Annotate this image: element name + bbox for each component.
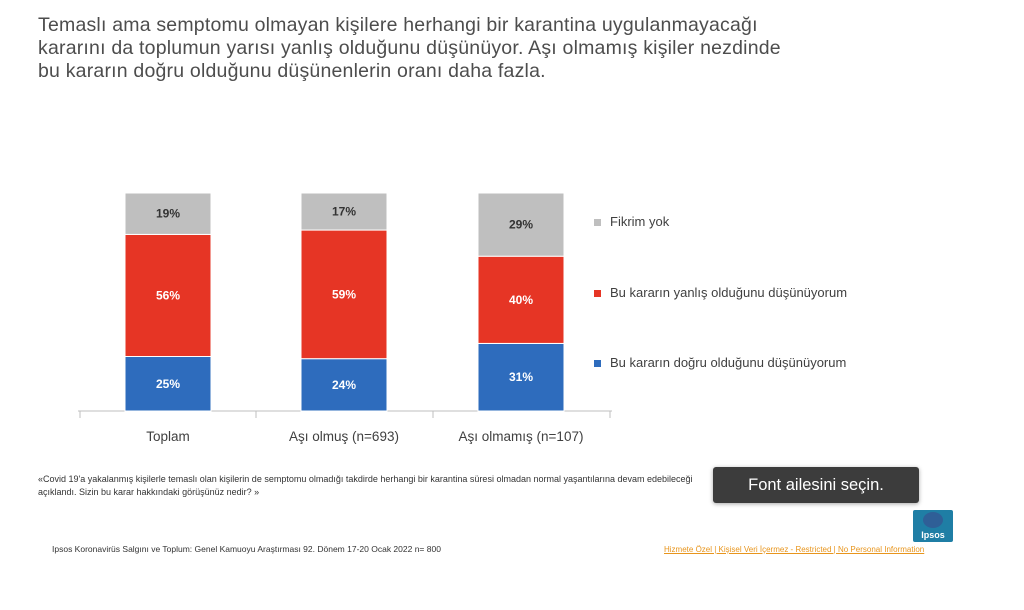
font-family-tooltip: Font ailesini seçin. (713, 467, 919, 503)
classification-label: Hizmete Özel | Kişisel Veri İçermez - Re… (664, 545, 925, 554)
globe-icon (923, 512, 943, 528)
question-note-line-1: «Covid 19'a yakalanmış kişilerle temaslı… (38, 474, 693, 484)
data-label-1-2: 17% (332, 205, 356, 219)
question-note: «Covid 19'a yakalanmış kişilerle temaslı… (38, 473, 728, 499)
data-label-0-2: 19% (156, 207, 180, 221)
bar-segment-1-1 (300, 229, 388, 360)
title-line-2: kararını da toplumun yarısı yanlış olduğ… (38, 37, 781, 59)
bar-segment-2-2 (477, 192, 565, 257)
legend-swatch-1 (594, 290, 601, 297)
data-label-0-0: 25% (156, 377, 180, 391)
legend-label-2: Bu kararın doğru olduğunu düşünüyorum (610, 355, 846, 370)
ipsos-logo: Ipsos (913, 510, 953, 542)
title-line-1: Temaslı ama semptomu olmayan kişilere he… (38, 14, 758, 36)
data-label-2-0: 31% (509, 370, 533, 384)
bar-segment-0-1 (124, 233, 212, 357)
legend-swatch-0 (594, 219, 601, 226)
question-note-line-2: açıklandı. Sizin bu karar hakkındaki gör… (38, 487, 260, 497)
bar-segment-2-0 (477, 342, 565, 412)
data-label-1-1: 59% (332, 287, 356, 301)
category-label-1: Aşı olmuş (n=693) (289, 429, 399, 444)
legend-label-1: Bu kararın yanlış olduğunu düşünüyorum (610, 285, 847, 300)
bar-segment-1-2 (300, 192, 388, 231)
bar-segment-2-1 (477, 255, 565, 344)
stacked-bar-chart: 25% 56% 19% Toplam 24% 59% 17% Aşı olmuş (n=693… (78, 192, 847, 444)
data-label-2-2: 29% (509, 218, 533, 232)
legend-label-0: Fikrim yok (610, 214, 670, 229)
bar-segment-1-0 (300, 358, 388, 412)
category-label-2: Aşı olmamış (n=107) (459, 429, 584, 444)
source-footnote: Ipsos Koronavirüs Salgını ve Toplum: Gen… (52, 544, 441, 554)
data-label-1-0: 24% (332, 378, 356, 392)
legend-swatch-2 (594, 360, 601, 367)
logo-text: Ipsos (921, 530, 945, 540)
data-label-0-1: 56% (156, 288, 180, 302)
slide-title: Temaslı ama semptomu olmayan kişilere he… (38, 14, 978, 83)
category-label-0: Toplam (146, 429, 190, 444)
data-label-2-1: 40% (509, 293, 533, 307)
title-line-3: bu kararın doğru olduğunu düşünenlerin o… (38, 60, 546, 82)
bar-segment-0-2 (124, 192, 212, 235)
